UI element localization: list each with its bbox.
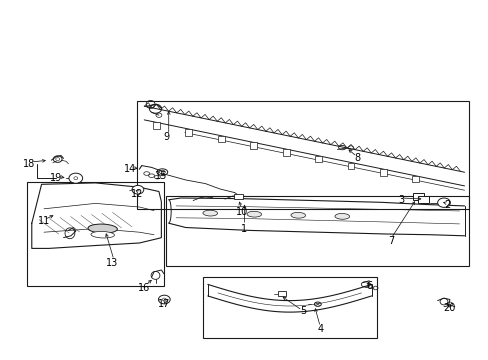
Circle shape [132,185,143,194]
Bar [166,196,468,266]
Text: 5: 5 [300,306,305,316]
Text: 13: 13 [106,258,119,268]
Text: 8: 8 [353,153,359,163]
Text: 18: 18 [23,159,36,169]
Ellipse shape [88,224,117,233]
Bar [347,162,354,169]
Bar [27,182,163,286]
Bar [218,136,224,142]
Text: 10: 10 [235,207,248,217]
Text: 3: 3 [397,195,403,205]
Text: 14: 14 [123,164,136,174]
Bar [417,196,428,203]
Ellipse shape [246,211,261,217]
Text: 15: 15 [155,171,167,181]
Bar [282,149,289,156]
Text: 11: 11 [38,216,50,226]
Bar [277,291,285,296]
Bar [233,194,242,199]
Text: 17: 17 [157,299,170,309]
Text: 2: 2 [444,200,449,210]
Circle shape [69,173,82,183]
Ellipse shape [91,231,114,238]
Ellipse shape [290,212,305,218]
Text: 7: 7 [387,236,393,246]
Bar [412,176,419,183]
Text: 9: 9 [163,132,169,142]
Text: 19: 19 [50,173,62,183]
Ellipse shape [334,213,349,219]
Bar [203,277,376,338]
Bar [250,143,257,149]
Bar [379,169,386,176]
Text: 6: 6 [366,281,371,291]
Bar [412,193,423,200]
Text: 12: 12 [130,189,143,199]
Circle shape [437,198,449,207]
Bar [153,122,160,129]
Bar [315,156,322,162]
Text: 1: 1 [241,224,247,234]
Text: 4: 4 [317,324,323,334]
Text: 16: 16 [138,283,150,293]
Ellipse shape [203,210,217,216]
Bar [185,129,192,136]
Text: 20: 20 [443,303,455,313]
Circle shape [158,295,170,304]
Bar [137,101,468,209]
